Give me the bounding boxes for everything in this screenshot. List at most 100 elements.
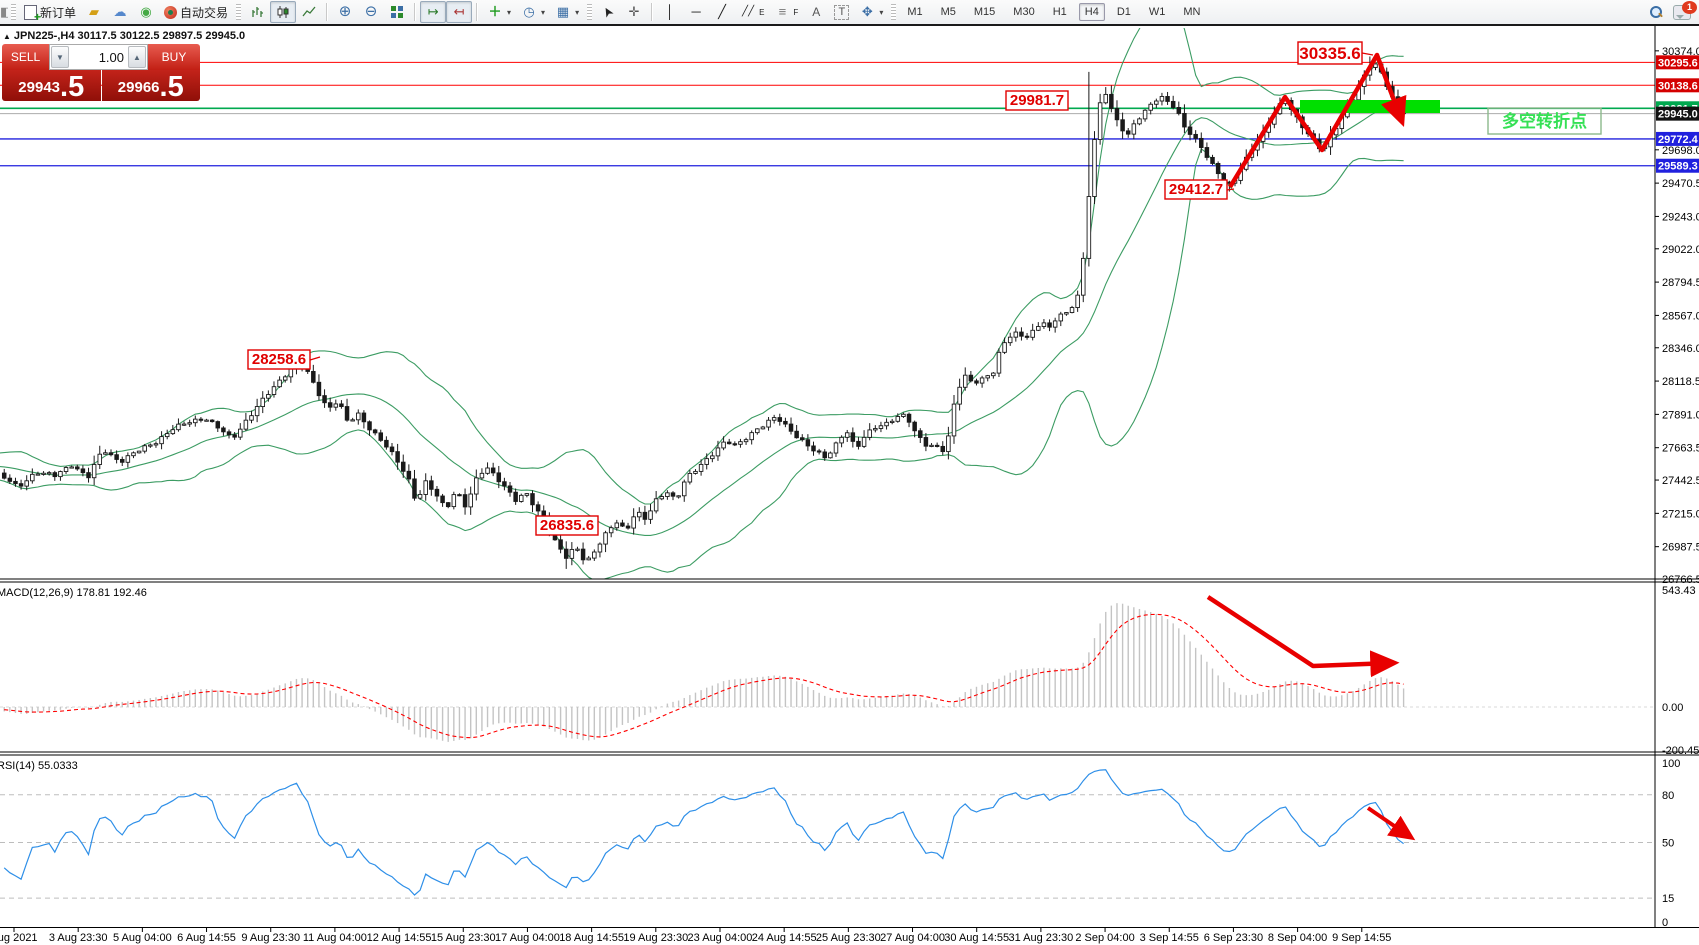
trendline-tool-button[interactable]: ╱	[709, 1, 735, 23]
line-chart-icon	[302, 6, 316, 17]
timeframe-W1[interactable]: W1	[1148, 6, 1166, 18]
price-zigzag-arrow[interactable]	[1228, 52, 1407, 189]
note-box[interactable]	[1487, 107, 1602, 135]
timeframe-M5[interactable]: M5	[940, 6, 956, 18]
volume-decrease-button[interactable]: ▼	[51, 46, 69, 68]
line-chart-button[interactable]	[296, 1, 322, 23]
buy-button[interactable]: BUY	[148, 44, 200, 70]
fibonacci-tool-button[interactable]: ≡ F	[769, 1, 803, 23]
zoom-in-button[interactable]: ⊕	[332, 1, 358, 23]
chat-icon[interactable]: 1	[1673, 0, 1697, 20]
rsi-trend-arrow[interactable]	[1366, 806, 1416, 841]
volume-increase-button[interactable]: ▲	[128, 46, 146, 68]
svg-text:28567.0: 28567.0	[1662, 310, 1699, 322]
buy-price[interactable]: 29966.5	[101, 70, 200, 103]
svg-text:17 Aug 04:00: 17 Aug 04:00	[495, 932, 560, 944]
timeframe-H4[interactable]: H4	[1078, 3, 1105, 21]
svg-text:24 Aug 14:55: 24 Aug 14:55	[752, 932, 817, 944]
macd-trend-arrow[interactable]	[1206, 595, 1400, 678]
svg-text:12 Aug 14:55: 12 Aug 14:55	[367, 932, 432, 944]
svg-text:11 Aug 04:00: 11 Aug 04:00	[303, 932, 367, 944]
eraser-button[interactable]: ▰	[81, 1, 107, 23]
svg-text:29589.3: 29589.3	[1658, 161, 1698, 173]
hline-tool-button[interactable]: ─	[683, 1, 709, 23]
price-annotation-box[interactable]	[1005, 90, 1069, 111]
cursor-tool-button[interactable]: ➤	[595, 1, 621, 23]
crosshair-icon: ✛	[628, 4, 640, 19]
dropdown-icon: ▾	[575, 7, 580, 17]
timeframe-M1[interactable]: M1	[907, 6, 923, 18]
channel-tool-button[interactable]: ╱╱ E	[735, 1, 769, 23]
price-annotation-box[interactable]	[1297, 41, 1363, 65]
svg-text:6 Aug 14:55: 6 Aug 14:55	[177, 932, 236, 944]
timeframe-D1[interactable]: D1	[1116, 6, 1131, 18]
price-annotation-box[interactable]	[535, 515, 599, 536]
signal-icon: ◉	[140, 4, 152, 19]
annotations: 30335.6 29981.7 29412.7 28258.6 26835.6 多空转折点	[247, 41, 1602, 841]
buy-price-frac: .5	[159, 71, 184, 103]
svg-text:28346.0: 28346.0	[1662, 343, 1699, 355]
templates-button[interactable]: ▦ ▾	[550, 1, 584, 23]
svg-text:29243.0: 29243.0	[1662, 211, 1699, 223]
arrows-tool-button[interactable]: ✥ ▾	[854, 1, 888, 23]
svg-text:29412.7: 29412.7	[1169, 181, 1223, 198]
svg-text:RSI(14) 55.0333: RSI(14) 55.0333	[0, 760, 78, 772]
dropdown-icon: ▾	[541, 7, 546, 17]
svg-text:29470.5: 29470.5	[1662, 178, 1699, 190]
text-label-tool-button[interactable]: T	[829, 1, 854, 23]
sell-price-main: 29943	[18, 79, 61, 96]
macd-signal-line	[4, 613, 1404, 739]
symbol-info-text: JPN225-,H4 30117.5 30122.5 29897.5 29945…	[13, 30, 246, 42]
price-annotation-box[interactable]	[247, 349, 311, 370]
new-order-icon	[24, 4, 41, 24]
trendline-icon: ╱	[718, 4, 726, 19]
volume-input[interactable]: 1.00	[98, 49, 124, 65]
toolbar-grip	[891, 4, 897, 20]
indicators-button[interactable]: ＋ ▾	[482, 1, 516, 23]
crosshair-tool-button[interactable]: ✛	[621, 1, 647, 23]
svg-text:3 Aug 23:30: 3 Aug 23:30	[49, 932, 108, 944]
dropdown-icon: ▾	[507, 7, 512, 17]
fibo-sub-label: F	[793, 7, 799, 17]
toolbar-separator	[651, 3, 654, 21]
periods-button[interactable]: ◷ ▾	[516, 1, 550, 23]
tile-windows-button[interactable]	[384, 1, 410, 23]
market-watch-button[interactable]: ☁	[107, 1, 133, 23]
timeframe-MN[interactable]: MN	[1183, 6, 1201, 18]
text-tool-button[interactable]: A	[803, 1, 829, 23]
toolbar: ◧ 新订单 ▰ ☁ ◉ 自动交易 ⊕ ⊖ ↦ ↤ ＋▾ ◷▾ ▦▾ ➤ ✛ │ …	[0, 0, 1699, 26]
sell-button[interactable]: SELL	[2, 44, 49, 70]
vline-tool-button[interactable]: │	[657, 1, 683, 23]
bb-lower	[0, 148, 1404, 579]
auto-scroll-button[interactable]: ↤	[446, 1, 473, 23]
timeframe-M15[interactable]: M15	[973, 6, 996, 18]
volume-control: ▼ 1.00 ▲	[49, 44, 148, 70]
clock-icon: ◷	[523, 4, 535, 19]
toolbar-grip	[587, 4, 593, 20]
svg-text:19 Aug 23:30: 19 Aug 23:30	[623, 932, 688, 944]
svg-text:15: 15	[1662, 893, 1674, 905]
auto-trading-button[interactable]: 自动交易	[159, 1, 233, 23]
candlestick-chart-button[interactable]	[270, 1, 297, 23]
timeframe-M30[interactable]: M30	[1013, 6, 1035, 18]
eraser-icon: ▰	[89, 4, 100, 19]
shift-chart-button[interactable]: ↦	[420, 1, 447, 23]
turning-point-label: 多空转折点	[1502, 111, 1587, 131]
svg-text:30335.6: 30335.6	[1299, 44, 1360, 63]
auto-trading-label: 自动交易	[180, 5, 229, 20]
candle-series	[1, 56, 1406, 569]
search-icon[interactable]	[1649, 5, 1663, 19]
new-order-button[interactable]: 新订单	[19, 1, 81, 24]
svg-text:8 Sep 04:00: 8 Sep 04:00	[1268, 932, 1327, 944]
sell-price[interactable]: 29943.5	[2, 70, 101, 102]
bar-chart-button[interactable]	[244, 1, 270, 23]
signals-button[interactable]: ◉	[133, 1, 159, 23]
svg-text:25 Aug 23:30: 25 Aug 23:30	[816, 932, 881, 944]
timeframe-H1[interactable]: H1	[1052, 6, 1067, 18]
green-highlight-bar[interactable]	[1300, 100, 1440, 113]
bar-chart-icon	[252, 7, 264, 17]
zoom-out-button[interactable]: ⊖	[358, 1, 384, 23]
price-annotation-box[interactable]	[1164, 179, 1228, 200]
shift-chart-icon: ↦	[427, 4, 439, 19]
